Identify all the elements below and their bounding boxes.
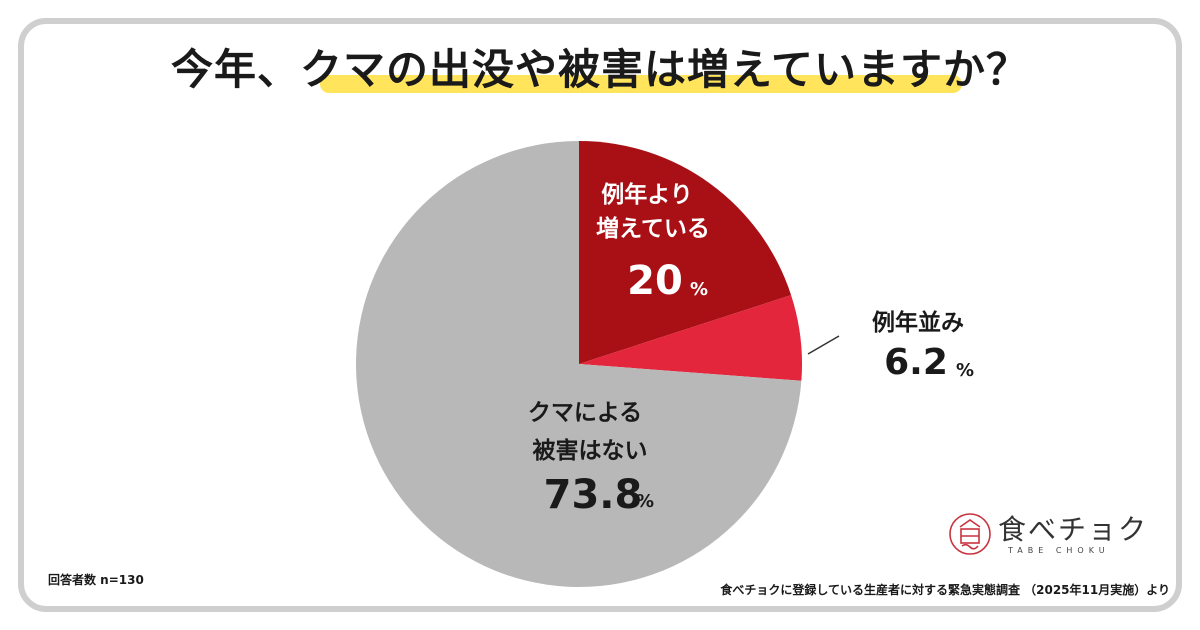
chart-title: 今年、クマの出没や被害は増えていますか？ — [171, 45, 1029, 94]
slice-value-increased: 20 — [627, 258, 683, 304]
tabechoku-logo-icon — [949, 513, 991, 555]
slice-value-same: 6.2 — [884, 342, 948, 383]
slice-unit-same: % — [956, 360, 974, 381]
slice-label-none-line1: クマによる — [528, 400, 642, 426]
respondent-count: 回答者数 n=130 — [48, 573, 144, 587]
pie-slice-increased — [579, 141, 792, 364]
tabechoku-logo: 食べチョク TABE CHOKU — [946, 508, 1146, 564]
slice-label-increased-line2: 増えている — [596, 215, 710, 242]
slice-value-none: 73.8 — [544, 472, 643, 518]
slice-label-increased-line1: 例年より — [601, 181, 693, 208]
pie-slice-none — [356, 141, 802, 588]
source-note: 食べチョクに登録している生産者に対する緊急実態調査 （2025年11月実施）より — [720, 583, 1170, 597]
leader-line-same — [807, 335, 840, 355]
pie-slice-same — [579, 295, 803, 381]
slice-label-none-line2: 被害はない — [533, 437, 648, 464]
title-highlight — [320, 75, 962, 93]
slice-unit-none: % — [636, 491, 654, 512]
logo-subtitle: TABE CHOKU — [1008, 546, 1110, 555]
slice-label-same-line1: 例年並み — [872, 309, 964, 336]
logo-name: 食べチョク — [998, 513, 1149, 546]
slice-unit-increased: % — [690, 279, 708, 300]
